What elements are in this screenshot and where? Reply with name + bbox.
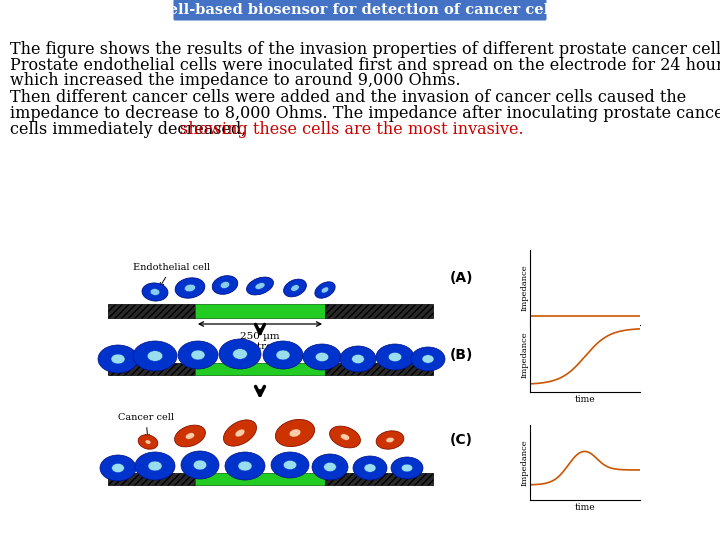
Ellipse shape: [212, 276, 238, 294]
Ellipse shape: [135, 452, 175, 480]
Ellipse shape: [238, 461, 252, 471]
Ellipse shape: [422, 355, 434, 363]
Text: impedance to decrease to 8,000 Ohms. The impedance after inoculating prostate ca: impedance to decrease to 8,000 Ohms. The…: [10, 105, 720, 122]
Ellipse shape: [255, 282, 265, 289]
Ellipse shape: [312, 454, 348, 480]
Ellipse shape: [351, 354, 364, 363]
Ellipse shape: [233, 349, 248, 359]
Ellipse shape: [340, 346, 376, 372]
Bar: [195, 304, 325, 318]
Ellipse shape: [223, 420, 256, 446]
Bar: [325, 363, 433, 375]
Y-axis label: Impedance: Impedance: [521, 264, 528, 311]
Bar: [108, 304, 195, 318]
Ellipse shape: [235, 429, 245, 437]
Ellipse shape: [321, 287, 329, 293]
Text: (B): (B): [450, 348, 473, 362]
Ellipse shape: [111, 354, 125, 364]
Bar: [195, 473, 325, 485]
Ellipse shape: [289, 429, 301, 437]
Ellipse shape: [402, 464, 413, 472]
Y-axis label: Impedance: Impedance: [521, 331, 528, 378]
Ellipse shape: [194, 460, 207, 470]
Bar: [108, 363, 195, 375]
Ellipse shape: [148, 351, 163, 361]
Ellipse shape: [191, 350, 205, 360]
Text: Prostate endothelial cells were inoculated first and spread on the electrode for: Prostate endothelial cells were inoculat…: [10, 57, 720, 73]
Ellipse shape: [263, 341, 303, 369]
Ellipse shape: [364, 464, 376, 472]
Ellipse shape: [324, 462, 336, 471]
Ellipse shape: [148, 461, 162, 471]
Ellipse shape: [353, 456, 387, 480]
Ellipse shape: [284, 279, 307, 297]
Ellipse shape: [220, 281, 230, 288]
FancyBboxPatch shape: [174, 0, 546, 21]
Ellipse shape: [174, 425, 205, 447]
Text: Cell-based biosensor for detection of cancer cells: Cell-based biosensor for detection of ca…: [157, 3, 563, 17]
Ellipse shape: [145, 440, 151, 444]
Bar: [325, 304, 433, 318]
Y-axis label: Impedance: Impedance: [521, 439, 528, 486]
Ellipse shape: [391, 457, 423, 479]
Ellipse shape: [376, 344, 414, 370]
Text: (Electrode): (Electrode): [230, 342, 289, 351]
Text: showing these cells are the most invasive.: showing these cells are the most invasiv…: [180, 120, 523, 138]
Text: (A): (A): [450, 271, 474, 285]
Ellipse shape: [133, 341, 177, 371]
Ellipse shape: [315, 353, 328, 362]
X-axis label: time: time: [575, 395, 595, 404]
Ellipse shape: [388, 353, 402, 362]
Bar: [325, 473, 433, 485]
Ellipse shape: [219, 339, 261, 369]
Ellipse shape: [303, 344, 341, 370]
Ellipse shape: [225, 452, 265, 480]
Ellipse shape: [315, 282, 335, 298]
Ellipse shape: [185, 433, 194, 439]
Ellipse shape: [246, 277, 274, 295]
Ellipse shape: [184, 284, 196, 292]
Ellipse shape: [330, 426, 361, 448]
Ellipse shape: [386, 437, 394, 443]
Text: Then different cancer cells were added and the invasion of cancer cells caused t: Then different cancer cells were added a…: [10, 90, 686, 106]
Text: (C): (C): [450, 433, 473, 447]
Ellipse shape: [112, 463, 125, 472]
Ellipse shape: [271, 452, 309, 478]
Ellipse shape: [142, 283, 168, 301]
Ellipse shape: [138, 435, 158, 449]
Bar: [195, 363, 325, 375]
Ellipse shape: [150, 288, 160, 295]
Text: Cancer cell: Cancer cell: [118, 413, 174, 438]
Ellipse shape: [276, 350, 290, 360]
Ellipse shape: [376, 431, 404, 449]
Text: cells immediately decreased,: cells immediately decreased,: [10, 120, 251, 138]
Ellipse shape: [341, 434, 350, 440]
X-axis label: time: time: [575, 503, 595, 512]
Ellipse shape: [100, 455, 136, 481]
Ellipse shape: [275, 420, 315, 447]
Text: 250 µm: 250 µm: [240, 332, 280, 341]
Ellipse shape: [181, 451, 219, 479]
Ellipse shape: [175, 278, 205, 298]
Bar: [108, 473, 195, 485]
Ellipse shape: [178, 341, 218, 369]
Text: which increased the impedance to around 9,000 Ohms.: which increased the impedance to around …: [10, 72, 461, 89]
X-axis label: time: time: [575, 328, 595, 337]
Ellipse shape: [284, 461, 297, 470]
Text: Endothelial cell: Endothelial cell: [133, 263, 210, 287]
Ellipse shape: [291, 285, 300, 291]
Text: The figure shows the results of the invasion properties of different prostate ca: The figure shows the results of the inva…: [10, 41, 720, 58]
Ellipse shape: [98, 345, 138, 373]
Ellipse shape: [411, 347, 445, 371]
